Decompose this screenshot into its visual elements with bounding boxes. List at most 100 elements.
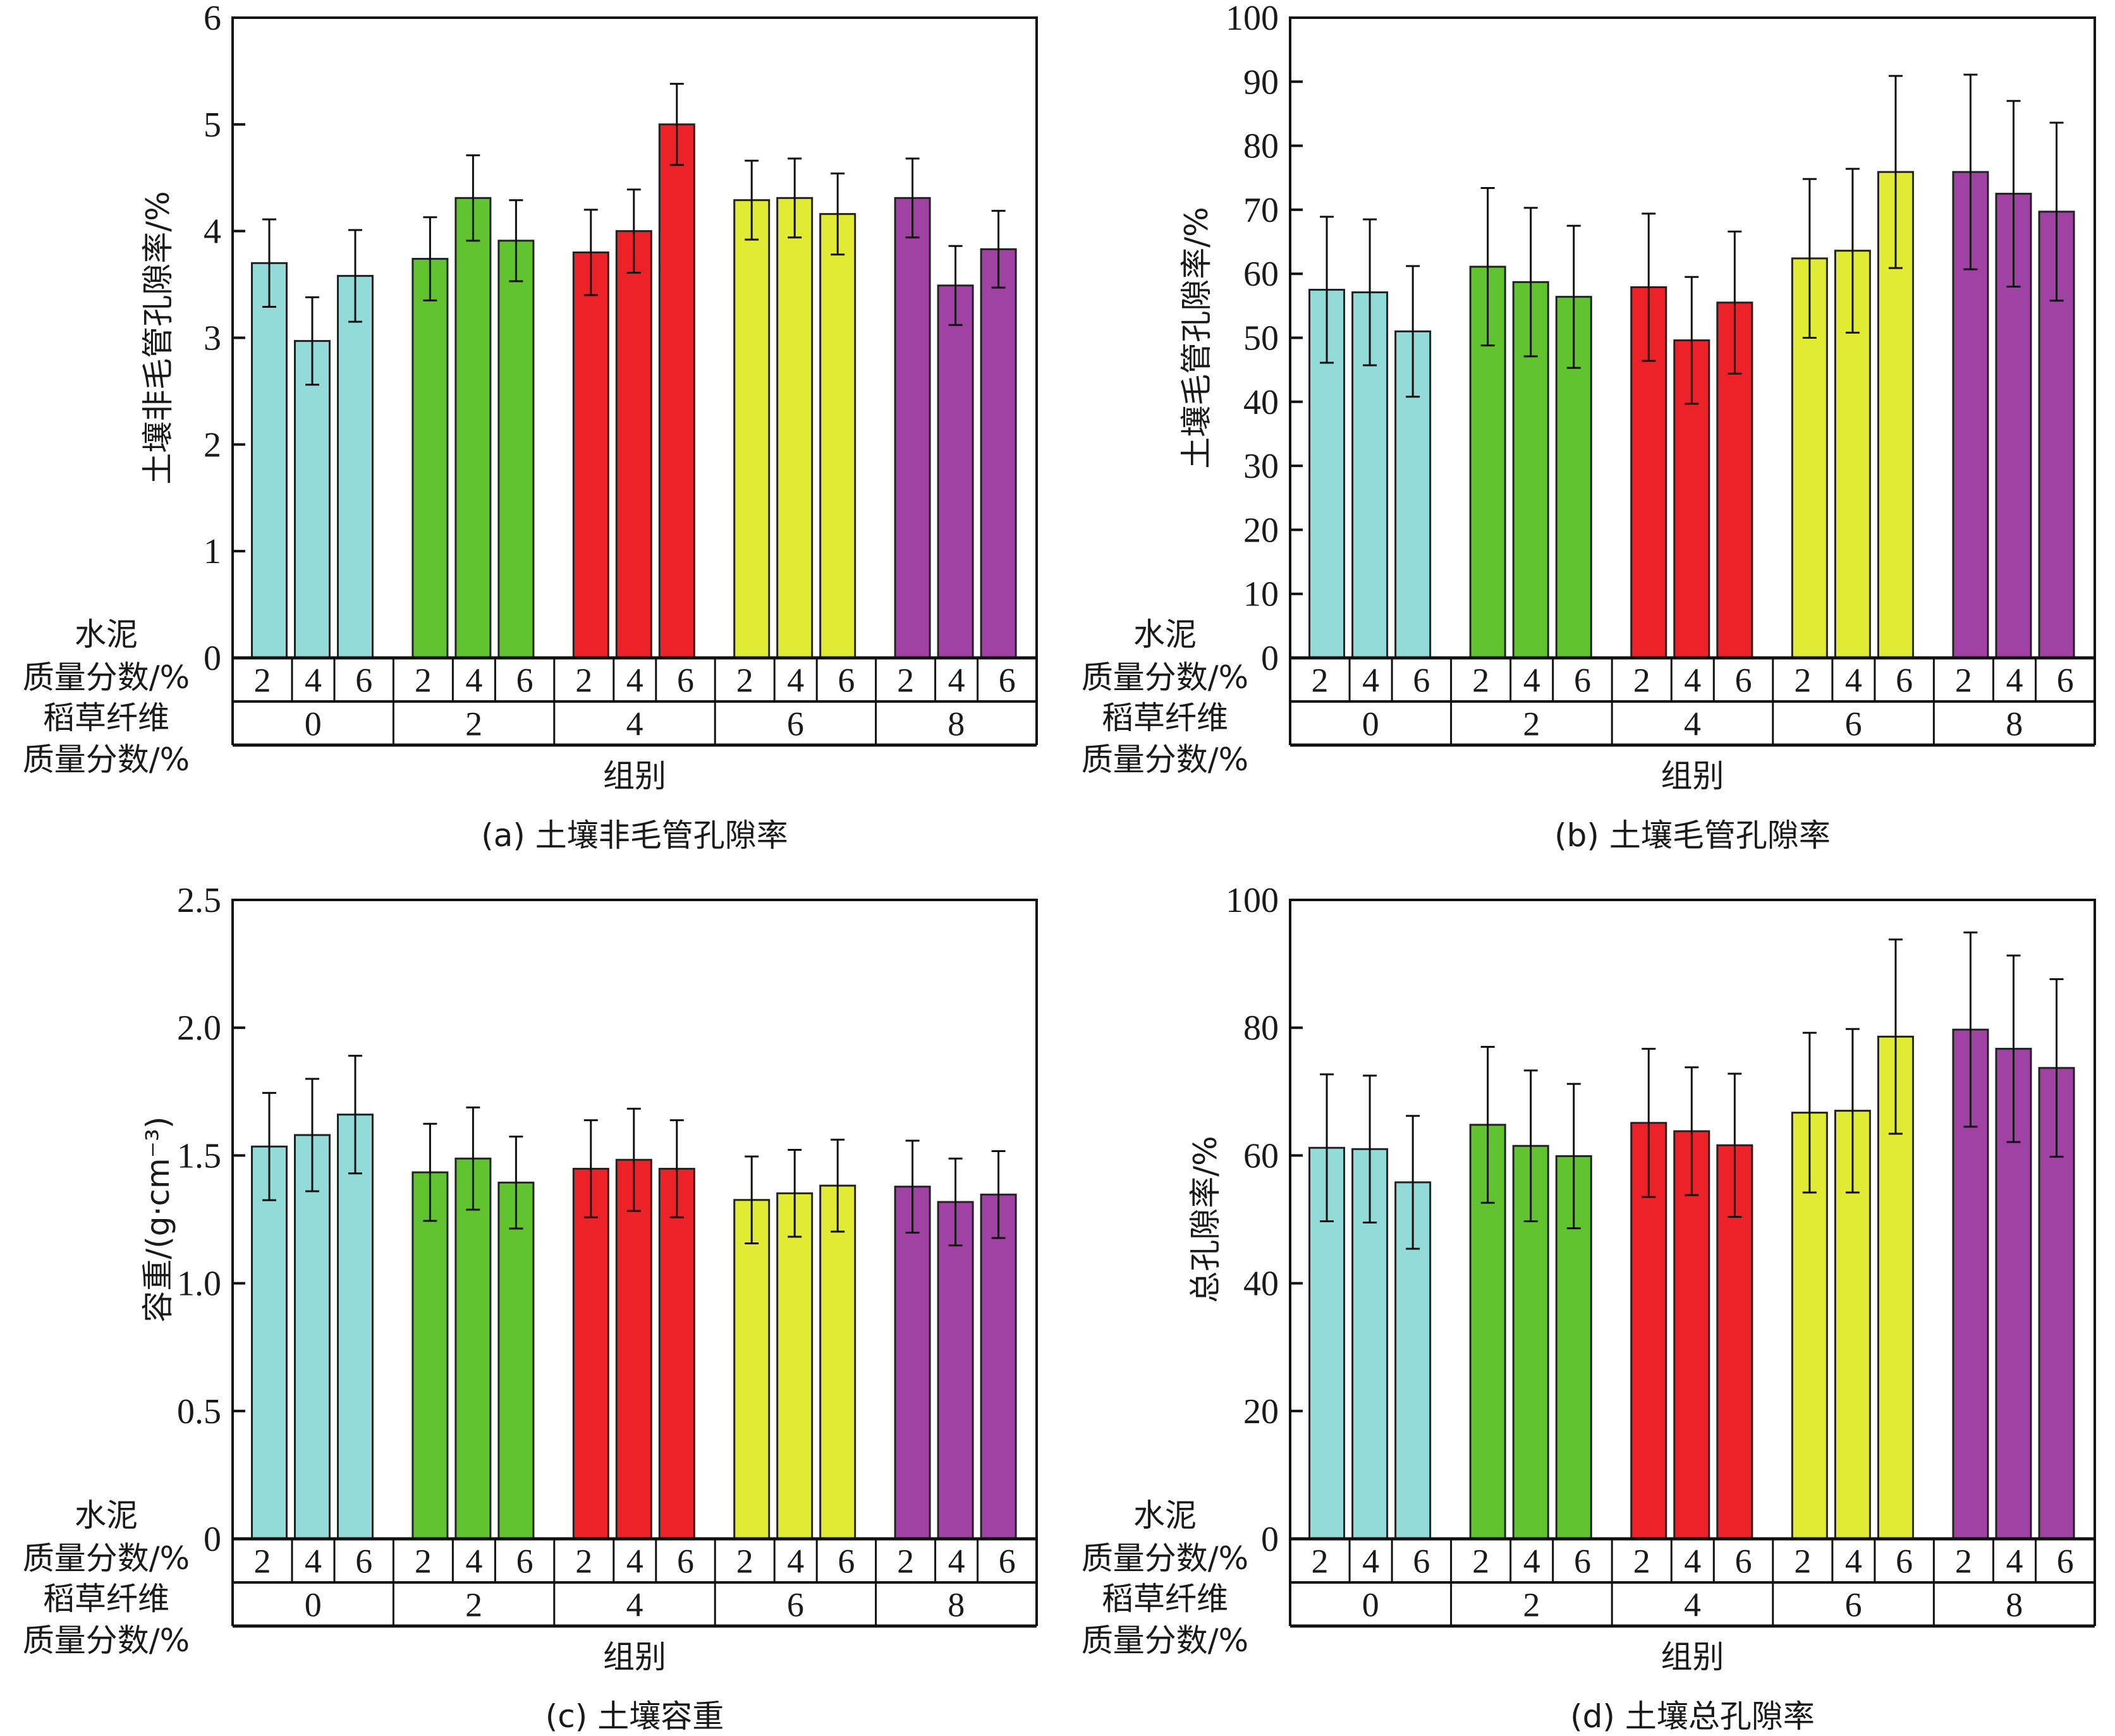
bar-straw8-cement2 <box>894 197 931 659</box>
y-tick-label: 50 <box>1243 319 1279 358</box>
straw-fraction-label: 2 <box>1523 1586 1540 1624</box>
straw-fraction-label: 2 <box>1523 705 1540 743</box>
cement-fraction-label: 4 <box>948 662 965 700</box>
cement-fraction-label: 4 <box>626 662 643 700</box>
row-label-straw-unit: 质量分数/% <box>1082 1622 1248 1659</box>
bar-straw2-cement6 <box>497 240 535 659</box>
y-tick-label: 90 <box>1243 63 1279 102</box>
cement-fraction-label: 2 <box>1794 662 1811 700</box>
y-tick-label: 20 <box>1243 1392 1279 1431</box>
cement-fraction-label: 4 <box>2006 662 2023 700</box>
bar-straw4-cement4 <box>1673 1130 1710 1540</box>
bar-straw4-cement6 <box>658 1167 695 1540</box>
y-axis-title: 容重/(g·cm⁻³) <box>140 1116 176 1322</box>
x-axis-title: 组别 <box>603 1639 666 1675</box>
bar-straw0-cement2 <box>251 262 288 659</box>
cement-fraction-label: 4 <box>787 662 804 700</box>
cement-fraction-label: 6 <box>1574 1543 1591 1581</box>
panel-caption: (d) 土壤总孔隙率 <box>1570 1698 1815 1735</box>
cement-fraction-label: 4 <box>2006 1543 2023 1581</box>
bar-straw6-cement4 <box>776 197 814 659</box>
bar-straw4-cement4 <box>615 1158 652 1540</box>
straw-fraction-label: 4 <box>1684 705 1701 743</box>
row-label-cement: 水泥 <box>1133 616 1197 653</box>
y-tick-label: 80 <box>1243 1009 1279 1048</box>
panel-c-bulk-density-chart: 00.51.01.52.02.5容重/(g·cm⁻³)2 4 602 4 622 4 642… <box>23 881 1038 1735</box>
row-label-straw: 稻草纤维 <box>43 700 169 736</box>
panel-caption: (a) 土壤非毛管孔隙率 <box>481 817 788 854</box>
cement-fraction-label: 4 <box>1684 662 1701 700</box>
straw-fraction-label: 8 <box>948 705 965 743</box>
bar-straw0-cement6 <box>337 1114 374 1540</box>
row-label-straw-unit: 质量分数/% <box>1082 741 1248 778</box>
bar-straw8-cement4 <box>937 284 974 659</box>
straw-fraction-label: 4 <box>626 1586 643 1624</box>
cement-fraction-label: 6 <box>838 662 855 700</box>
cement-fraction-label: 6 <box>1574 662 1591 700</box>
cement-fraction-label: 4 <box>948 1543 965 1581</box>
cement-fraction-label: 2 <box>1312 1543 1329 1581</box>
bar-straw4-cement4 <box>615 230 652 659</box>
straw-fraction-label: 4 <box>1684 1586 1701 1624</box>
y-tick-label: 60 <box>1243 1136 1279 1175</box>
bar-straw2-cement4 <box>454 1157 492 1540</box>
cement-fraction-label: 4 <box>1684 1543 1701 1581</box>
cement-fraction-label: 6 <box>999 662 1016 700</box>
cement-fraction-label: 2 <box>1472 1543 1489 1581</box>
cement-fraction-label: 2 <box>1472 662 1489 700</box>
straw-fraction-label: 6 <box>1845 705 1862 743</box>
row-label-straw: 稻草纤维 <box>43 1581 169 1617</box>
y-tick-label: 30 <box>1243 447 1279 486</box>
cement-fraction-label: 2 <box>1955 1543 1972 1581</box>
cement-fraction-label: 2 <box>415 1543 432 1581</box>
straw-fraction-label: 0 <box>1362 705 1379 743</box>
straw-fraction-label: 6 <box>1845 1586 1862 1624</box>
straw-fraction-label: 4 <box>626 705 643 743</box>
cement-fraction-label: 6 <box>677 662 694 700</box>
y-tick-label: 2.0 <box>177 1009 221 1048</box>
cement-fraction-label: 4 <box>1523 1543 1540 1581</box>
cement-fraction-label: 4 <box>1362 662 1379 700</box>
bar-straw2-cement2 <box>411 1171 449 1540</box>
cement-fraction-label: 6 <box>1896 1543 1913 1581</box>
cement-fraction-label: 2 <box>1633 1543 1650 1581</box>
cement-fraction-label: 6 <box>677 1543 694 1581</box>
x-axis-title: 组别 <box>1661 1639 1724 1675</box>
straw-fraction-label: 8 <box>2006 1586 2023 1624</box>
y-axis-title: 土壤毛管孔隙率/% <box>1178 207 1215 468</box>
cement-fraction-label: 2 <box>254 662 271 700</box>
cement-fraction-label: 4 <box>1845 662 1862 700</box>
y-tick-label: 20 <box>1243 511 1279 550</box>
cement-fraction-label: 4 <box>465 662 482 700</box>
bar-straw6-cement2 <box>733 1199 771 1540</box>
bar-straw8-cement2 <box>894 1186 931 1540</box>
bar-straw2-cement4 <box>454 197 492 659</box>
y-tick-label: 0.5 <box>177 1392 221 1431</box>
cement-fraction-label: 4 <box>305 1543 322 1581</box>
bar-straw4-cement6 <box>658 123 695 659</box>
y-tick-label: 100 <box>1226 0 1279 38</box>
cement-fraction-label: 2 <box>897 1543 914 1581</box>
straw-fraction-label: 0 <box>305 1586 322 1624</box>
y-tick-label: 4 <box>204 212 221 252</box>
y-axis-title: 总孔隙率/% <box>1187 1136 1224 1302</box>
y-tick-label: 3 <box>204 319 221 358</box>
cement-fraction-label: 6 <box>2057 662 2074 700</box>
cement-fraction-label: 4 <box>1362 1543 1379 1581</box>
cement-fraction-label: 2 <box>736 662 753 700</box>
y-axis-title: 土壤非毛管孔隙率/% <box>140 191 176 484</box>
y-tick-label: 40 <box>1243 1265 1279 1304</box>
cement-fraction-label: 6 <box>838 1543 855 1581</box>
row-label-cement: 水泥 <box>1133 1497 1197 1534</box>
cement-fraction-label: 6 <box>1896 662 1913 700</box>
cement-fraction-label: 2 <box>897 662 914 700</box>
y-tick-label: 2.5 <box>177 881 221 920</box>
cement-fraction-label: 2 <box>1633 662 1650 700</box>
row-label-straw-unit: 质量分数/% <box>23 1622 190 1659</box>
row-label-cement-unit: 质量分数/% <box>23 1540 190 1577</box>
bar-straw0-cement2 <box>251 1145 288 1540</box>
x-axis-title: 组别 <box>603 758 666 794</box>
bar-straw0-cement6 <box>337 275 374 659</box>
bar-straw8-cement6 <box>980 1193 1017 1540</box>
